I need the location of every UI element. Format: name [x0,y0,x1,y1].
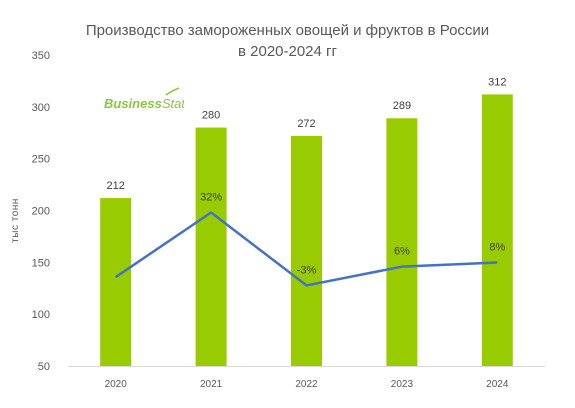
bar-value-label: 212 [107,180,125,192]
bar [481,94,513,366]
bars [100,94,513,366]
bar-value-label: 272 [297,118,315,130]
x-tick-label: 2023 [391,379,414,390]
x-tick-label: 2024 [486,379,509,390]
bar-value-label: 289 [393,100,411,112]
bar-value-labels: 212 280 272 289 312 [107,76,507,192]
bar [291,135,322,366]
x-tick-label: 2022 [295,379,318,390]
y-tick-label: 200 [32,206,50,218]
y-tick-label: 100 [32,309,50,321]
y-ticks: 350 300 250 200 150 100 50 [32,50,50,373]
growth-line [114,211,498,287]
x-ticks: 2020 2021 2022 2023 2024 [105,379,509,390]
y-tick-label: 350 [32,50,50,62]
logo-text-stat: Stat [162,96,184,111]
bar [195,127,227,366]
chart-title-line1: Производство замороженных овощей и фрукт… [85,22,490,39]
y-tick-label: 300 [32,102,50,114]
businessstat-logo: BusinessStat [104,87,184,111]
bar-value-label: 280 [202,110,220,122]
growth-value-label: 8% [489,242,505,254]
bar-value-label: 312 [488,76,506,88]
x-tick-label: 2021 [200,379,223,390]
svg-text:BusinessStat: BusinessStat [104,96,184,111]
growth-value-label: -3% [297,264,317,276]
growth-value-label: 32% [200,192,222,204]
logo-text-business: Business [104,96,162,111]
y-tick-label: 50 [38,361,50,373]
chart-title-line2: в 2020-2024 гг [238,43,337,60]
growth-value-labels: 32% -3% 6% 8% [200,192,505,277]
y-tick-label: 250 [32,154,50,166]
growth-value-label: 6% [394,246,410,258]
bar [100,198,132,366]
bar [386,118,418,366]
y-tick-label: 150 [32,257,50,269]
x-tick-label: 2020 [105,379,128,390]
